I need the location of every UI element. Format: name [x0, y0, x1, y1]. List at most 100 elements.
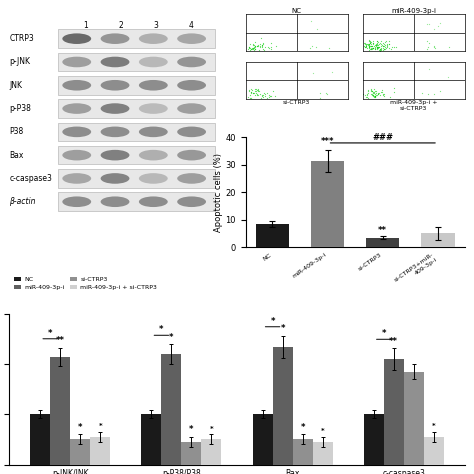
Text: **: **	[389, 337, 398, 346]
Point	[374, 41, 381, 48]
Bar	[58, 123, 215, 141]
Text: JNK: JNK	[9, 81, 22, 90]
Point	[252, 85, 259, 93]
Point	[372, 40, 380, 47]
Point	[366, 45, 374, 52]
Point	[363, 44, 371, 51]
Point	[249, 89, 257, 97]
Point	[272, 92, 279, 100]
Point	[249, 41, 256, 48]
Point	[444, 73, 451, 81]
Text: ###: ###	[372, 133, 393, 142]
Point	[424, 20, 431, 27]
Ellipse shape	[177, 103, 206, 114]
Point	[244, 93, 252, 101]
Point	[253, 86, 260, 93]
Point	[373, 44, 381, 51]
Point	[306, 45, 314, 52]
Point	[263, 94, 271, 101]
Point	[365, 44, 373, 51]
Point	[253, 42, 261, 50]
Ellipse shape	[177, 127, 206, 137]
Point	[371, 92, 378, 100]
Point	[361, 41, 369, 48]
Point	[250, 43, 258, 50]
Point	[378, 86, 386, 93]
Point	[371, 92, 379, 100]
Point	[375, 89, 383, 96]
Point	[367, 45, 374, 52]
Point	[369, 91, 377, 99]
Point	[363, 93, 371, 101]
Point	[364, 89, 372, 97]
Point	[365, 42, 373, 50]
Point	[369, 44, 377, 52]
Bar	[58, 53, 215, 71]
Point	[374, 90, 382, 98]
Point	[251, 43, 259, 50]
Point	[380, 42, 387, 50]
Ellipse shape	[100, 57, 129, 67]
Point	[365, 37, 373, 45]
Point	[369, 44, 377, 51]
Point	[264, 90, 271, 97]
Point	[258, 92, 266, 100]
Point	[365, 46, 373, 54]
Point	[254, 86, 262, 93]
Point	[366, 39, 374, 47]
Point	[313, 26, 321, 33]
Text: *: *	[382, 329, 386, 338]
Y-axis label: Apoptotic cells (%): Apoptotic cells (%)	[214, 153, 223, 232]
Point	[377, 37, 384, 45]
Point	[367, 42, 374, 49]
Point	[371, 42, 378, 50]
Text: Bax: Bax	[9, 151, 24, 160]
Text: 3: 3	[154, 21, 158, 30]
Point	[391, 84, 398, 92]
Point	[372, 42, 379, 50]
Text: *: *	[159, 325, 164, 334]
Text: *: *	[432, 423, 436, 429]
Ellipse shape	[177, 196, 206, 207]
Point	[255, 88, 263, 95]
Point	[265, 93, 273, 101]
Ellipse shape	[139, 33, 168, 44]
Point	[251, 91, 258, 99]
Point	[251, 38, 259, 46]
Point	[244, 45, 252, 53]
Point	[371, 46, 379, 53]
Point	[260, 46, 267, 54]
Point	[258, 42, 266, 49]
Point	[434, 22, 442, 29]
Point	[312, 43, 320, 51]
Ellipse shape	[100, 173, 129, 184]
Point	[369, 45, 377, 52]
Point	[378, 89, 386, 96]
Ellipse shape	[100, 150, 129, 161]
Point	[387, 46, 395, 53]
Point	[261, 89, 268, 97]
Point	[391, 88, 398, 95]
Point	[374, 43, 381, 51]
Bar	[292, 439, 313, 465]
Point	[247, 88, 255, 96]
Point	[374, 43, 382, 51]
Ellipse shape	[100, 196, 129, 207]
Ellipse shape	[177, 57, 206, 67]
Text: CTRP3: CTRP3	[9, 34, 34, 43]
Point	[387, 93, 394, 100]
Bar	[313, 442, 333, 465]
Point	[376, 45, 383, 53]
Bar	[311, 161, 344, 247]
Point	[365, 41, 372, 48]
Ellipse shape	[139, 196, 168, 207]
Point	[370, 91, 377, 99]
Point	[370, 37, 377, 45]
Bar	[58, 99, 215, 118]
Text: *: *	[280, 324, 285, 333]
Point	[270, 87, 277, 95]
Point	[362, 39, 369, 47]
Point	[256, 91, 264, 98]
Bar	[58, 146, 215, 164]
Point	[248, 44, 255, 52]
